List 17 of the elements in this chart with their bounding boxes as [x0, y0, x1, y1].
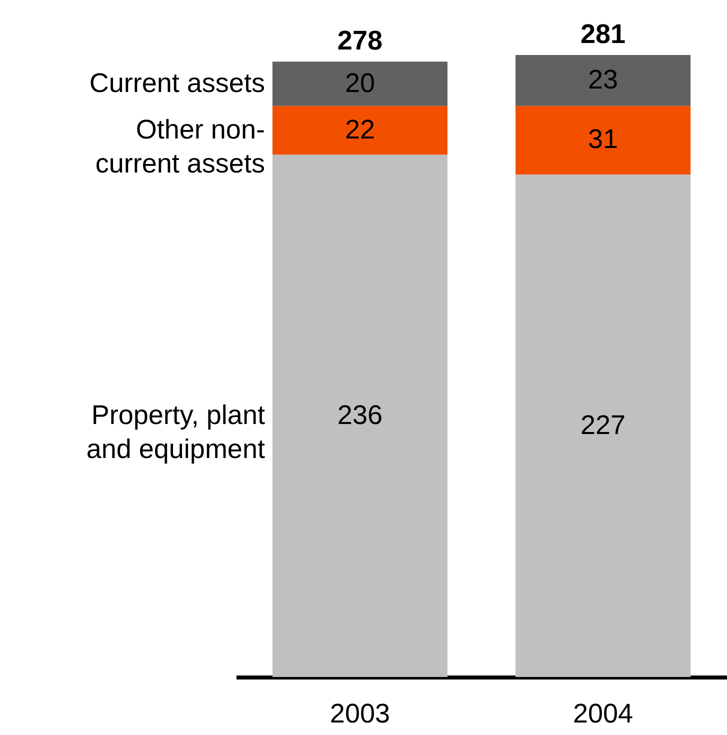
data-label: 31: [588, 124, 618, 154]
data-label: 227: [580, 410, 626, 440]
bar: [272, 106, 448, 155]
total-label: 281: [580, 19, 626, 49]
total-label: 278: [337, 26, 382, 56]
x-tick-label: 2003: [330, 698, 390, 728]
data-label: 23: [588, 64, 618, 94]
bar: [516, 55, 691, 106]
series-label: Property, plant and equipment: [86, 400, 266, 464]
data-label: 236: [337, 400, 382, 430]
x-tick-label: 2004: [572, 698, 634, 728]
bar: [272, 62, 448, 106]
series-label: Other non-current assets: [95, 114, 265, 178]
data-label: 20: [344, 68, 375, 98]
bar: [516, 106, 691, 175]
data-label: 22: [344, 114, 375, 144]
series-label: Current assets: [89, 68, 265, 98]
